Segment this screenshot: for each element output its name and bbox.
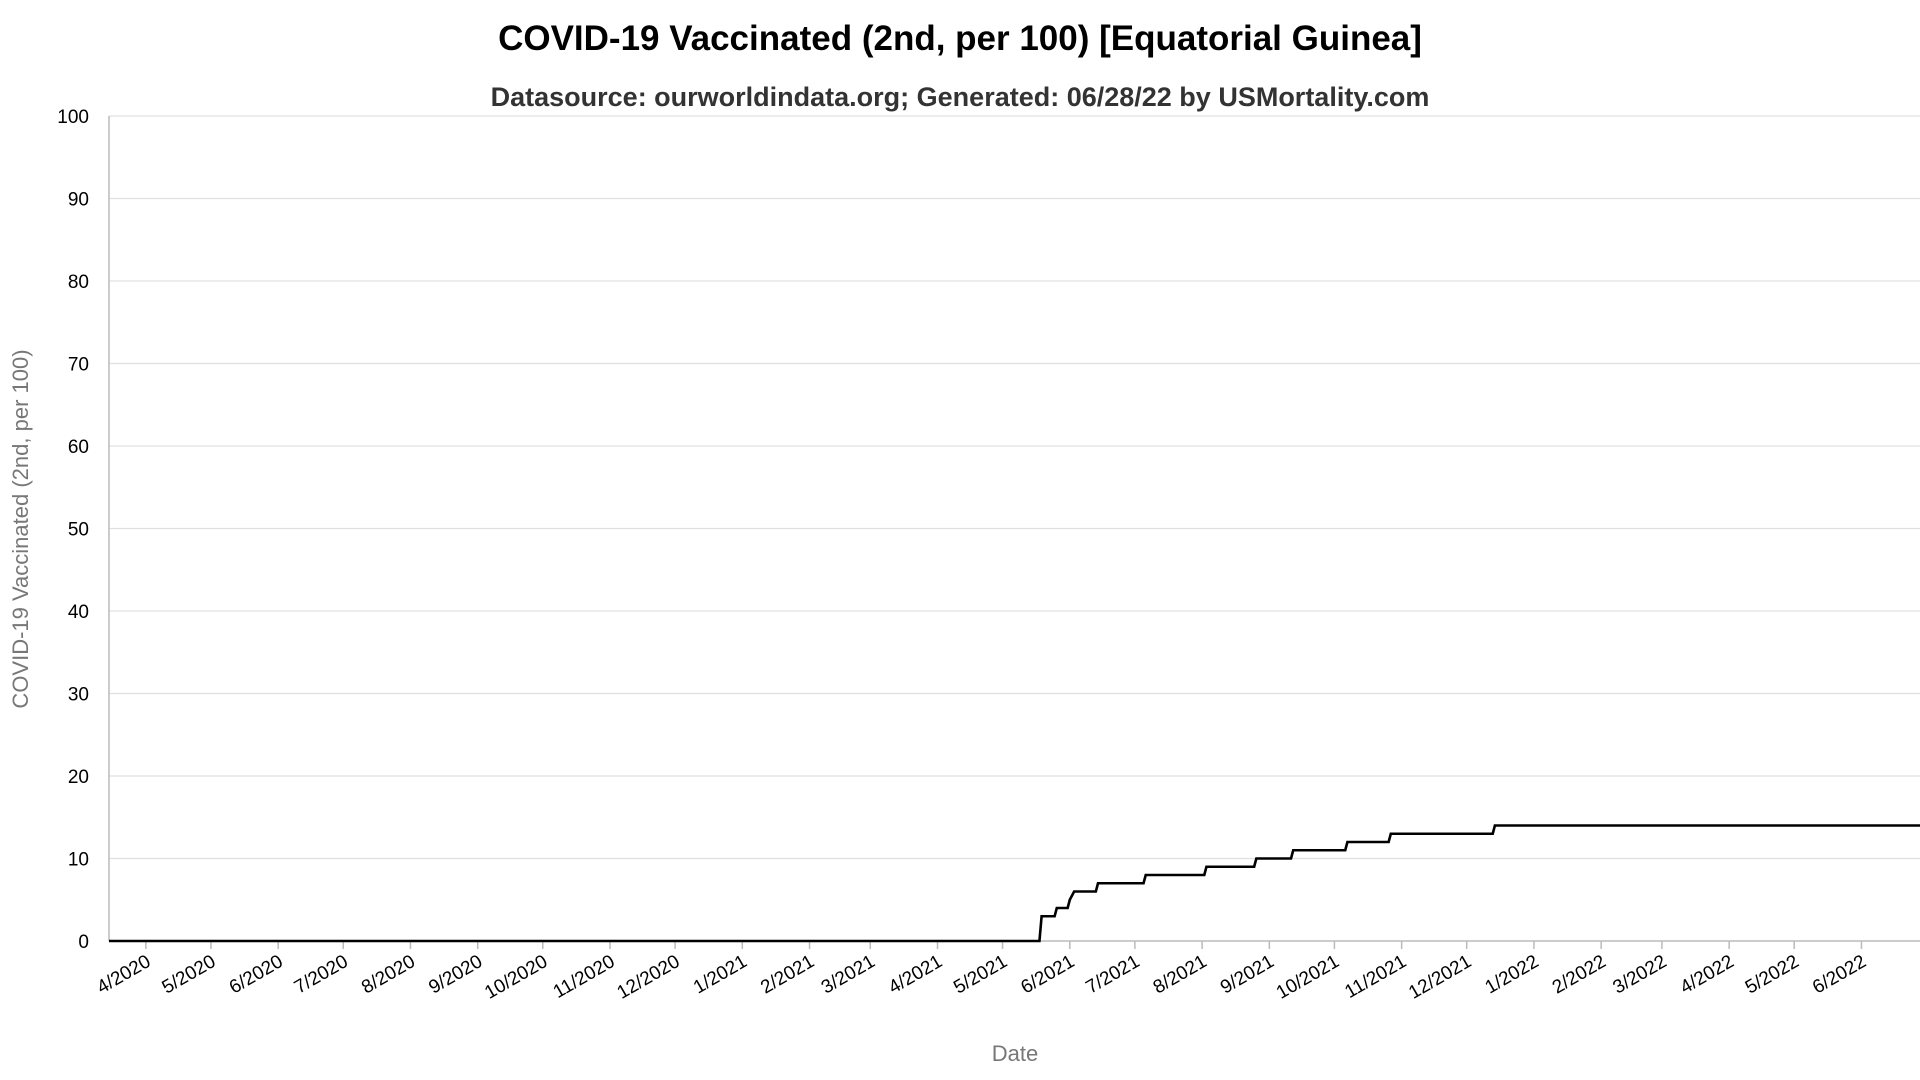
- x-tick-label: 6/2022: [1809, 951, 1870, 998]
- x-tick-label: 12/2021: [1405, 951, 1475, 1004]
- x-tick-label: 3/2022: [1610, 951, 1671, 998]
- x-tick-label: 4/2020: [94, 951, 155, 998]
- x-tick-label: 2/2021: [757, 951, 818, 998]
- y-axis-label: COVID-19 Vaccinated (2nd, per 100): [8, 349, 33, 708]
- x-tick-label: 9/2020: [425, 951, 486, 998]
- x-tick-label: 5/2022: [1742, 951, 1803, 998]
- chart-subtitle: Datasource: ourworldindata.org; Generate…: [491, 82, 1430, 112]
- x-tick-label: 7/2021: [1083, 951, 1144, 998]
- x-tick-label: 12/2020: [614, 951, 684, 1004]
- x-tick-label: 10/2021: [1273, 951, 1343, 1004]
- x-tick-label: 5/2021: [950, 951, 1011, 998]
- x-tick-label: 8/2021: [1150, 951, 1211, 998]
- x-axis-label: Date: [992, 1041, 1038, 1066]
- x-tick-label: 5/2020: [159, 951, 220, 998]
- x-tick-label: 1/2022: [1482, 951, 1543, 998]
- x-tick-label: 6/2020: [226, 951, 287, 998]
- y-tick-label: 40: [68, 602, 89, 623]
- x-tick-label: 11/2020: [550, 951, 619, 1003]
- y-tick-label: 70: [68, 355, 89, 376]
- y-axis-ticks: 0 10 20 30 40 50 60 70 80 90 100: [57, 107, 89, 953]
- x-tick-label: 4/2021: [885, 951, 946, 998]
- x-tick-label: 7/2020: [291, 951, 352, 998]
- y-tick-label: 20: [68, 767, 89, 788]
- y-tick-label: 0: [78, 932, 89, 953]
- y-tick-label: 90: [68, 190, 89, 211]
- x-tick-label: 8/2020: [358, 951, 419, 998]
- x-axis-ticks: 4/2020 5/2020 6/2020 7/2020 8/2020 9/202010/2…: [94, 941, 1870, 1004]
- x-tick-label: 3/2021: [818, 951, 879, 998]
- x-tick-label: 2/2022: [1549, 951, 1610, 998]
- gridlines: [109, 115, 1920, 860]
- y-tick-label: 50: [68, 520, 89, 541]
- y-tick-label: 10: [68, 850, 89, 871]
- x-tick-label: 4/2022: [1677, 951, 1738, 998]
- y-tick-label: 80: [68, 272, 89, 293]
- x-tick-label: 6/2021: [1017, 951, 1078, 998]
- y-tick-label: 100: [57, 107, 89, 128]
- chart-title: COVID-19 Vaccinated (2nd, per 100) [Equa…: [498, 19, 1422, 58]
- x-tick-label: 11/2021: [1341, 951, 1410, 1003]
- x-tick-label: 1/2021: [690, 951, 751, 998]
- x-tick-label: 9/2021: [1217, 951, 1278, 998]
- y-tick-label: 60: [68, 437, 89, 458]
- x-tick-label: 10/2020: [481, 951, 551, 1004]
- series-layer: [109, 824, 1920, 943]
- y-tick-label: 30: [68, 685, 89, 706]
- series-line: [109, 824, 1920, 943]
